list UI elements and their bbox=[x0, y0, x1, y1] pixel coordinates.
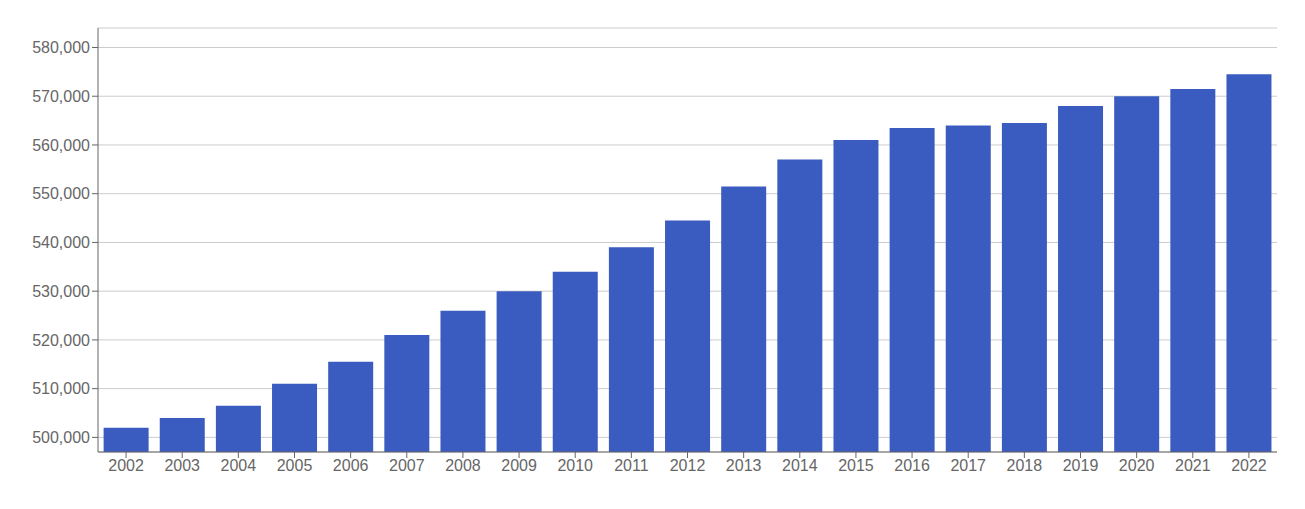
svg-text:2012: 2012 bbox=[670, 457, 706, 474]
svg-text:2007: 2007 bbox=[389, 457, 425, 474]
svg-text:2019: 2019 bbox=[1063, 457, 1099, 474]
svg-text:2004: 2004 bbox=[221, 457, 257, 474]
svg-text:2018: 2018 bbox=[1007, 457, 1043, 474]
svg-text:550,000: 550,000 bbox=[32, 185, 90, 202]
svg-text:2005: 2005 bbox=[277, 457, 313, 474]
svg-text:570,000: 570,000 bbox=[32, 88, 90, 105]
svg-text:500,000: 500,000 bbox=[32, 429, 90, 446]
svg-text:540,000: 540,000 bbox=[32, 234, 90, 251]
svg-text:2013: 2013 bbox=[726, 457, 762, 474]
svg-text:510,000: 510,000 bbox=[32, 380, 90, 397]
svg-text:2009: 2009 bbox=[501, 457, 537, 474]
svg-text:2006: 2006 bbox=[333, 457, 369, 474]
svg-text:2002: 2002 bbox=[108, 457, 144, 474]
svg-text:2016: 2016 bbox=[894, 457, 930, 474]
svg-text:2020: 2020 bbox=[1119, 457, 1155, 474]
svg-text:2021: 2021 bbox=[1175, 457, 1211, 474]
svg-text:2008: 2008 bbox=[445, 457, 481, 474]
svg-text:2017: 2017 bbox=[950, 457, 986, 474]
svg-text:2015: 2015 bbox=[838, 457, 874, 474]
svg-text:530,000: 530,000 bbox=[32, 283, 90, 300]
svg-text:2022: 2022 bbox=[1231, 457, 1267, 474]
svg-text:560,000: 560,000 bbox=[32, 137, 90, 154]
svg-text:520,000: 520,000 bbox=[32, 332, 90, 349]
svg-text:2011: 2011 bbox=[614, 457, 649, 474]
svg-text:2010: 2010 bbox=[557, 457, 593, 474]
svg-text:2014: 2014 bbox=[782, 457, 818, 474]
svg-text:2003: 2003 bbox=[164, 457, 200, 474]
svg-text:580,000: 580,000 bbox=[32, 39, 90, 56]
